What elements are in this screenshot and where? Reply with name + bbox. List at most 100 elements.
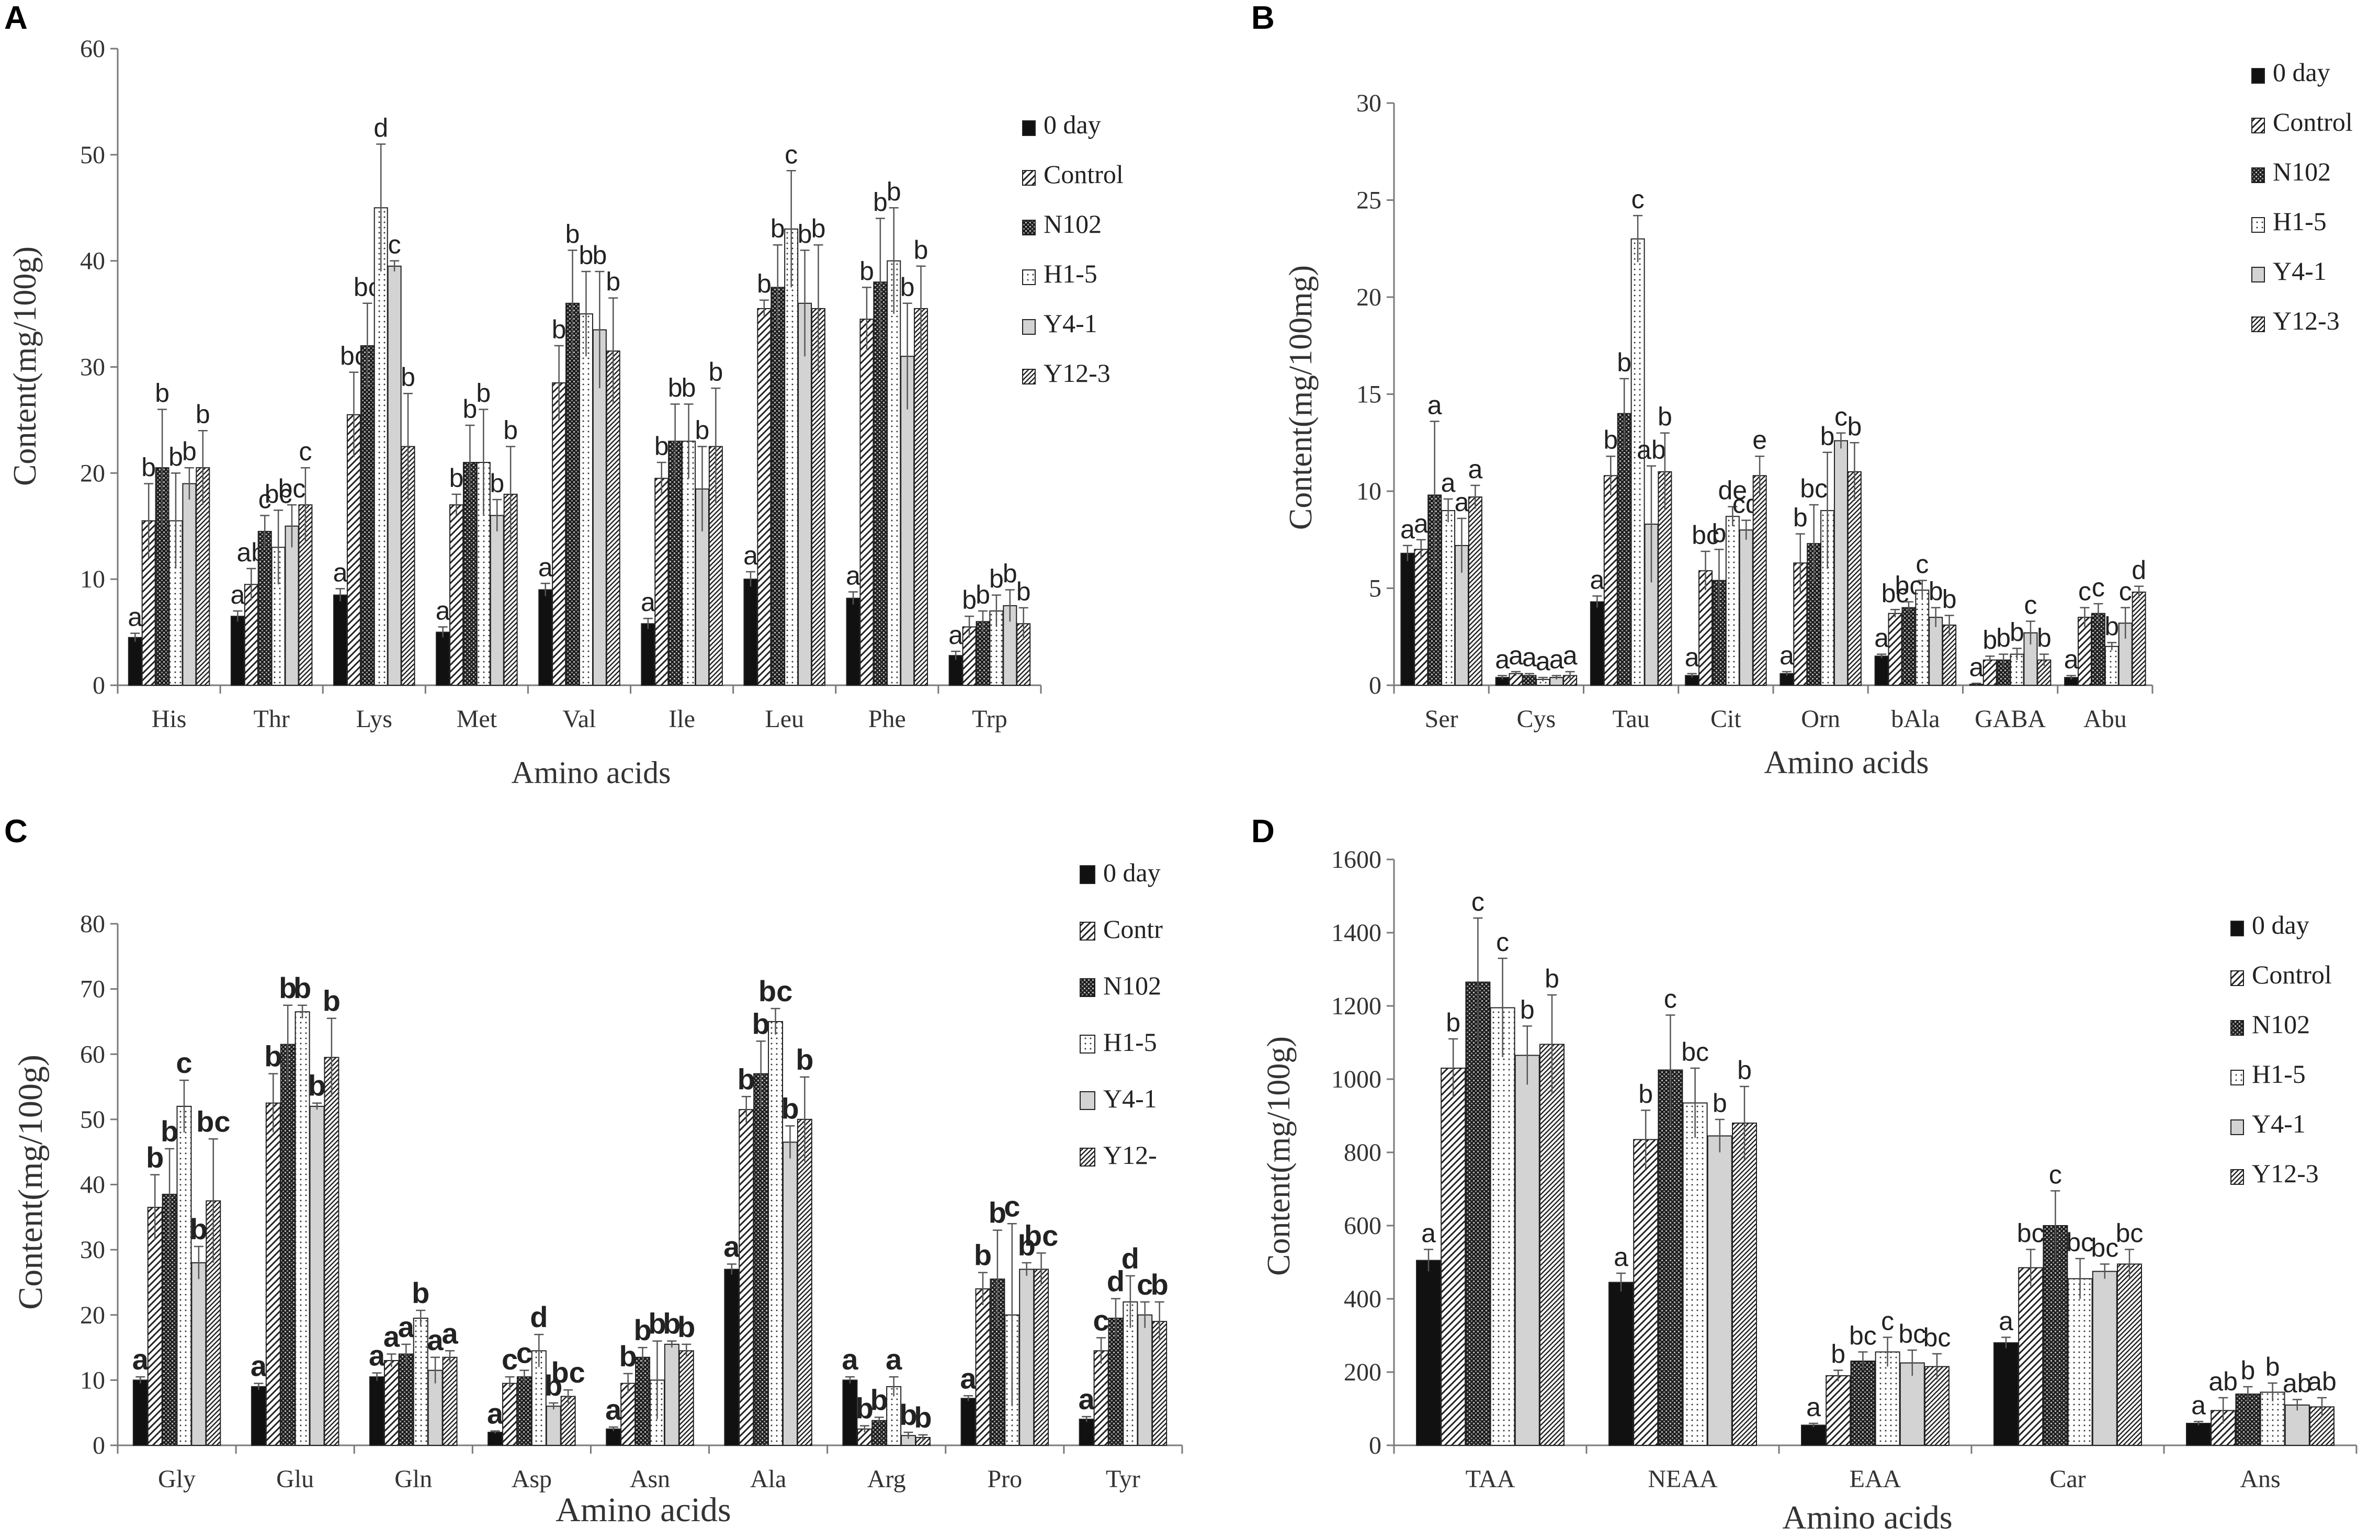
significance-label: b — [989, 564, 1004, 594]
legend-label: Control — [1044, 160, 1124, 189]
bar-ser-0-day — [1400, 552, 1415, 686]
bar-abu-n102 — [2091, 613, 2105, 686]
bar-val-h1-5 — [579, 313, 593, 686]
significance-label: a — [1400, 515, 1415, 544]
bar-pro-contr — [975, 1288, 991, 1446]
significance-label: ab — [2307, 1367, 2337, 1396]
y-tick-label: 80 — [80, 910, 105, 938]
bar-cit-h1-5 — [1725, 516, 1740, 686]
bar-car-y4-1 — [2092, 1271, 2117, 1446]
y-axis-title: Content(mg/100mg) — [1283, 265, 1319, 530]
bar-neaa-h1-5 — [1682, 1102, 1708, 1446]
significance-label: b — [182, 437, 197, 466]
significance-label: c — [1664, 984, 1677, 1014]
bar-tyr-contr — [1093, 1350, 1109, 1446]
significance-label: b — [264, 1040, 282, 1073]
significance-label: c — [1834, 402, 1848, 432]
significance-label: bc — [278, 474, 306, 503]
legend-swatch — [2230, 921, 2244, 936]
significance-label: c — [2092, 573, 2105, 602]
bar-phe-h1-5 — [887, 260, 901, 686]
significance-label: c — [258, 484, 271, 514]
bar-glu-contr — [265, 1102, 281, 1446]
bar-glu-n102 — [280, 1044, 296, 1446]
significance-label: b — [579, 241, 594, 270]
bar-gln-n102 — [398, 1353, 414, 1446]
significance-label: b — [1446, 1008, 1460, 1037]
bar-eaa-0-day — [1801, 1424, 1826, 1446]
y-axis-title: Content(mg/100g) — [1261, 1036, 1297, 1276]
significance-label: c — [516, 1337, 532, 1369]
significance-label: c — [1631, 185, 1645, 214]
bar-taa-y12-3 — [1539, 1044, 1565, 1446]
legend-swatch — [1022, 369, 1036, 384]
significance-label: a — [1495, 644, 1510, 674]
significance-label: bc — [265, 479, 292, 508]
significance-label: a — [1079, 1383, 1095, 1416]
bar-leu-control — [757, 308, 772, 686]
significance-label: e — [1752, 425, 1767, 455]
bar-ala-y4-1 — [782, 1141, 798, 1446]
significance-label: a — [1806, 1392, 1821, 1422]
significance-label: a — [605, 1393, 622, 1426]
significance-label: b — [1820, 422, 1835, 451]
bar-taa-h1-5 — [1490, 1007, 1515, 1446]
bar-asp-contr — [502, 1383, 518, 1446]
y-tick-label: 70 — [80, 976, 105, 1003]
bar-ala-y12-3 — [797, 1118, 812, 1446]
significance-label: b — [592, 241, 607, 270]
bar-asp-y4-1 — [546, 1406, 561, 1446]
bar-eaa-control — [1826, 1375, 1851, 1446]
panel-letter: C — [4, 813, 28, 850]
bar-asp-0-day — [488, 1432, 503, 1446]
significance-label: b — [738, 1062, 755, 1095]
bar-ala-h1-5 — [768, 1021, 784, 1446]
bar-val-control — [552, 382, 566, 686]
bar-met-control — [449, 504, 464, 686]
y-tick-label: 40 — [80, 247, 105, 275]
legend-swatch — [2230, 1119, 2244, 1135]
significance-label: a — [1427, 390, 1442, 420]
bar-phe-n102 — [873, 281, 888, 686]
x-tick-label: Tyr — [1106, 1465, 1140, 1493]
significance-label: b — [401, 363, 415, 392]
bar-phe-0-day — [846, 597, 860, 686]
significance-label: b — [1658, 402, 1672, 432]
bar-asn-contr — [620, 1383, 636, 1446]
bar-asn-y4-1 — [664, 1343, 679, 1446]
bar-val-n102 — [565, 302, 580, 686]
significance-label: b — [2265, 1352, 2280, 1382]
x-tick-label: Arg — [867, 1465, 906, 1493]
legend-label: N102 — [1103, 971, 1161, 1000]
significance-label: b — [1713, 1089, 1727, 1118]
legend-label: Y12- — [1103, 1140, 1157, 1170]
significance-label: a — [1421, 1219, 1436, 1248]
bar-ans-y4-1 — [2284, 1405, 2310, 1446]
significance-label: a — [948, 620, 963, 650]
bar-taa-control — [1441, 1068, 1466, 1446]
significance-label: a — [251, 1350, 267, 1383]
significance-label: c — [785, 140, 798, 169]
y-tick-label: 1400 — [1331, 919, 1381, 947]
significance-label: d — [2132, 556, 2146, 585]
bar-tyr-0-day — [1079, 1419, 1094, 1446]
bar-cit-y12-3 — [1752, 475, 1767, 686]
bar-neaa-y12-3 — [1732, 1123, 1757, 1446]
significance-label: b — [1996, 624, 2011, 653]
panel-letter: A — [4, 0, 28, 36]
significance-label: bc — [1882, 579, 1909, 608]
legend-label: 0 day — [1103, 858, 1161, 887]
significance-label: b — [606, 267, 620, 297]
bar-tyr-y12-3 — [1152, 1321, 1168, 1446]
bar-ser-h1-5 — [1441, 510, 1456, 686]
significance-label: a — [436, 596, 450, 625]
significance-label: a — [2191, 1391, 2206, 1420]
bar-gly-contr — [147, 1207, 163, 1446]
bar-bala-control — [1888, 613, 1902, 686]
x-axis-title: Amino acids — [512, 755, 671, 790]
x-tick-label: Asn — [630, 1465, 670, 1493]
significance-label: b — [677, 1310, 695, 1343]
significance-label: c — [1496, 927, 1509, 957]
significance-label: b — [798, 219, 812, 248]
significance-label: b — [654, 432, 669, 461]
